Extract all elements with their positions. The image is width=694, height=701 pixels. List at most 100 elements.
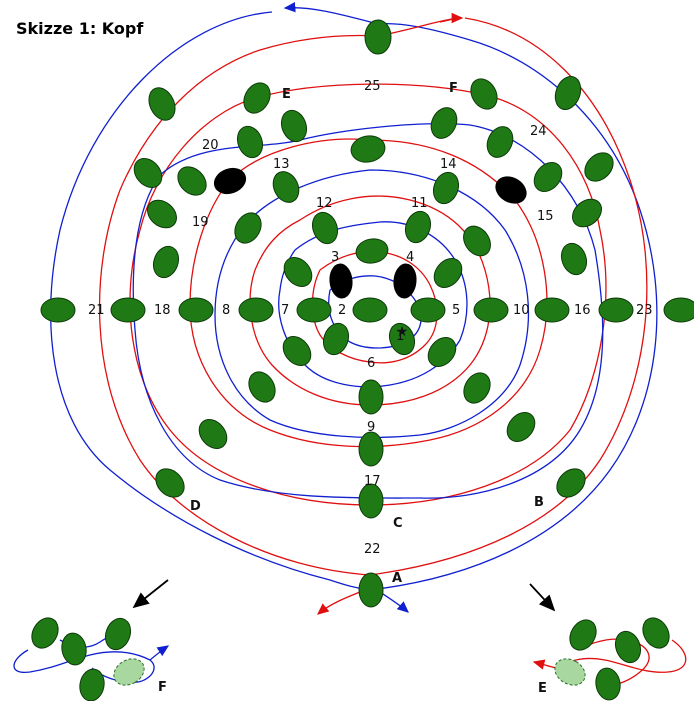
label-5: 5 — [452, 303, 460, 318]
bead — [355, 238, 389, 264]
bead — [598, 297, 634, 323]
wire-outer-blue — [49, 11, 371, 591]
bead — [296, 297, 332, 323]
bead — [350, 135, 386, 163]
bead — [506, 412, 536, 442]
wire-ring2-blue — [132, 123, 604, 499]
label-11: 11 — [411, 196, 428, 211]
bead — [272, 171, 300, 203]
bead — [358, 483, 384, 519]
label-6: 6 — [367, 356, 375, 371]
label-4: 4 — [406, 250, 414, 265]
inset-right-arrow — [532, 659, 557, 670]
wire-outer-blue-right — [369, 22, 658, 591]
label-23: 23 — [636, 303, 653, 318]
bead — [404, 210, 432, 244]
bead — [473, 297, 509, 323]
wire-outer-red — [98, 17, 648, 576]
inset-right-wire — [555, 639, 687, 673]
label-F: F — [449, 81, 458, 96]
bead-ghost — [113, 658, 145, 686]
bead — [79, 668, 105, 701]
bead — [177, 166, 207, 196]
bead-ghost — [554, 658, 586, 686]
wire-blue-start-arrow — [283, 1, 379, 25]
beads — [40, 19, 694, 608]
bead-black — [495, 176, 527, 204]
inset-left-label: F — [158, 680, 167, 695]
label-3: 3 — [331, 250, 339, 265]
wire-ring3-red — [189, 138, 548, 448]
bead — [282, 336, 312, 366]
arrow-to-right-inset — [529, 583, 556, 612]
bead — [243, 82, 271, 114]
bead — [248, 371, 276, 403]
label-18: 18 — [154, 303, 171, 318]
letter-labels: A B C D E F — [190, 81, 544, 586]
label-24: 24 — [530, 124, 547, 139]
bead — [198, 419, 228, 449]
bead — [358, 379, 384, 415]
label-13: 13 — [273, 157, 290, 172]
bead — [178, 297, 214, 323]
label-22: 22 — [364, 542, 381, 557]
bead — [152, 245, 180, 279]
arrow-to-left-inset — [132, 579, 169, 609]
bead-black — [329, 263, 353, 299]
bead — [463, 372, 491, 404]
bead — [470, 78, 498, 110]
bead — [133, 158, 163, 188]
label-12: 12 — [316, 196, 333, 211]
number-labels: 1 2 3 4 5 6 7 8 9 10 11 12 13 14 15 16 1… — [88, 79, 653, 557]
label-B: B — [534, 495, 544, 510]
bead — [463, 225, 491, 257]
wire-ring4-red — [249, 195, 491, 406]
label-19: 19 — [192, 215, 209, 230]
label-16: 16 — [574, 303, 591, 318]
bead — [283, 257, 313, 287]
bead — [31, 617, 59, 649]
bead-black — [213, 167, 247, 195]
label-10: 10 — [513, 303, 530, 318]
wire-red-end-arrow — [317, 591, 361, 615]
bead — [61, 632, 87, 666]
wire-ring3-blue — [214, 169, 530, 439]
bead — [147, 199, 177, 229]
bead — [311, 211, 339, 245]
bead — [358, 572, 384, 608]
bead — [352, 297, 388, 323]
bead — [595, 667, 621, 701]
bead — [358, 431, 384, 467]
bead — [427, 337, 457, 367]
label-20: 20 — [202, 138, 219, 153]
bead — [238, 297, 274, 323]
label-14: 14 — [440, 157, 457, 172]
bead — [155, 468, 185, 498]
star-marker: ★ — [396, 325, 409, 340]
inset-pointers — [132, 579, 556, 612]
inset-left: F — [13, 617, 170, 701]
bead — [148, 87, 176, 121]
label-D: D — [190, 499, 201, 514]
bead — [364, 19, 392, 55]
bead — [556, 468, 586, 498]
inset-right: E — [532, 617, 687, 701]
bead — [280, 109, 308, 143]
bead — [110, 297, 146, 323]
label-9: 9 — [367, 420, 375, 435]
bead — [40, 297, 76, 323]
label-1: 1 — [396, 329, 404, 344]
label-C: C — [393, 516, 403, 531]
bead — [430, 107, 458, 139]
wire-red-start-arrow — [439, 12, 464, 24]
bead — [486, 126, 514, 158]
bead — [569, 619, 597, 651]
bead — [432, 171, 460, 205]
diagram-title: Skizze 1: Kopf — [16, 19, 144, 38]
label-E: E — [282, 87, 291, 102]
inset-left-arrow — [149, 645, 170, 661]
bead — [234, 212, 262, 244]
bead — [584, 152, 614, 182]
